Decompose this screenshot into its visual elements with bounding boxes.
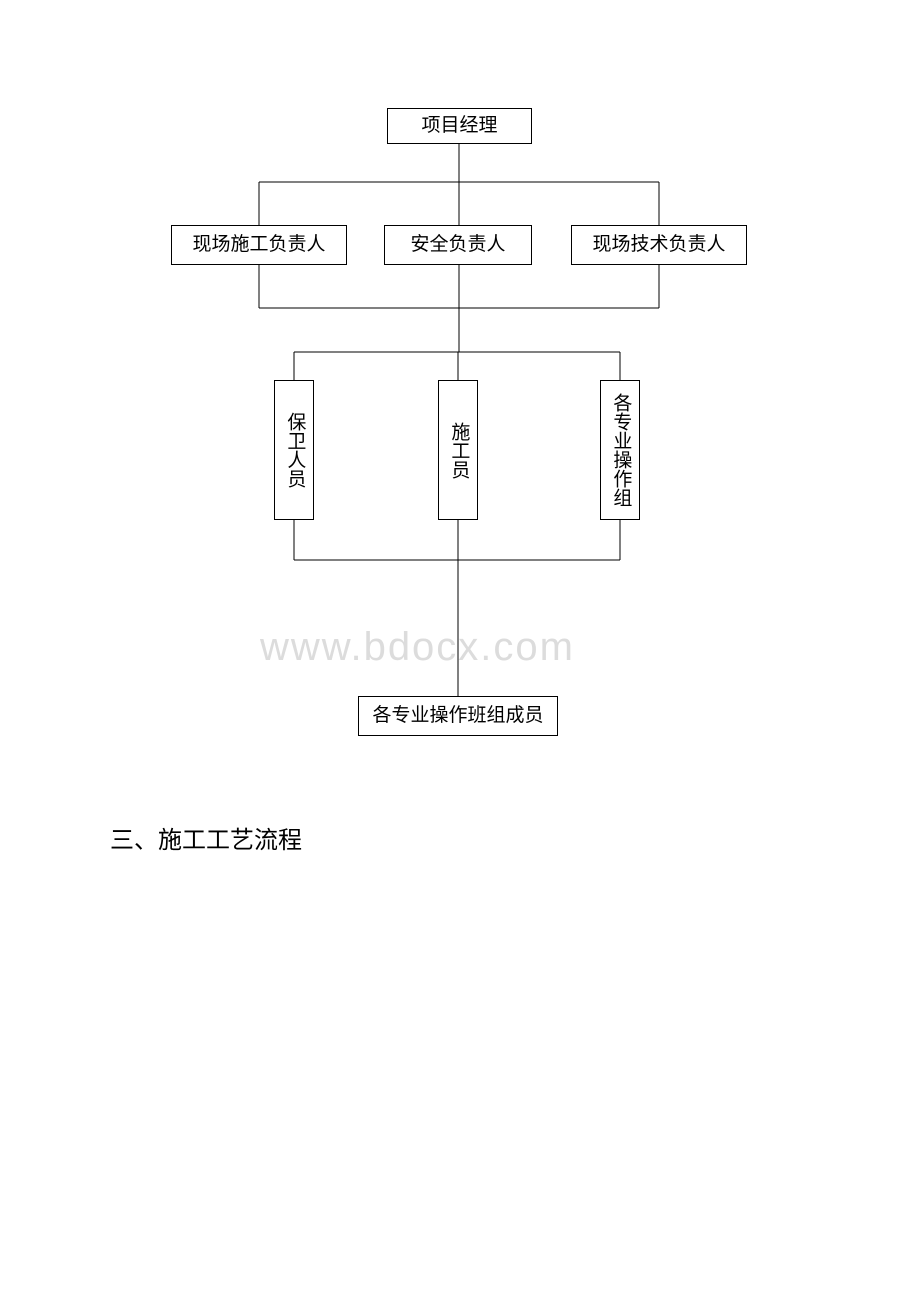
node-site-construction-lead: 现场施工负责人 [171,225,347,265]
node-label: 施工员 [446,422,471,479]
node-project-manager: 项目经理 [387,108,532,144]
node-specialty-groups: 各专业操作组 [600,380,640,520]
node-label: 现场施工负责人 [192,233,325,258]
node-security-staff: 保卫人员 [274,380,314,520]
node-site-tech-lead: 现场技术负责人 [571,225,747,265]
page-canvas: www.bdocx.com 项目经理 现场施工负责人 安全负责人 现场技术负责人… [0,0,920,1302]
section-heading: 三、施工工艺流程 [110,820,302,855]
node-group-members: 各专业操作班组成员 [358,696,558,736]
node-label: 保卫人员 [282,412,307,488]
node-construction-worker: 施工员 [438,380,478,520]
node-label: 项目经理 [421,114,497,139]
node-label: 各专业操作组 [608,393,633,507]
node-safety-lead: 安全负责人 [384,225,532,265]
node-label: 安全负责人 [410,233,505,258]
node-label: 各专业操作班组成员 [372,704,543,729]
node-label: 现场技术负责人 [592,233,725,258]
watermark-text: www.bdocx.com [260,625,575,670]
